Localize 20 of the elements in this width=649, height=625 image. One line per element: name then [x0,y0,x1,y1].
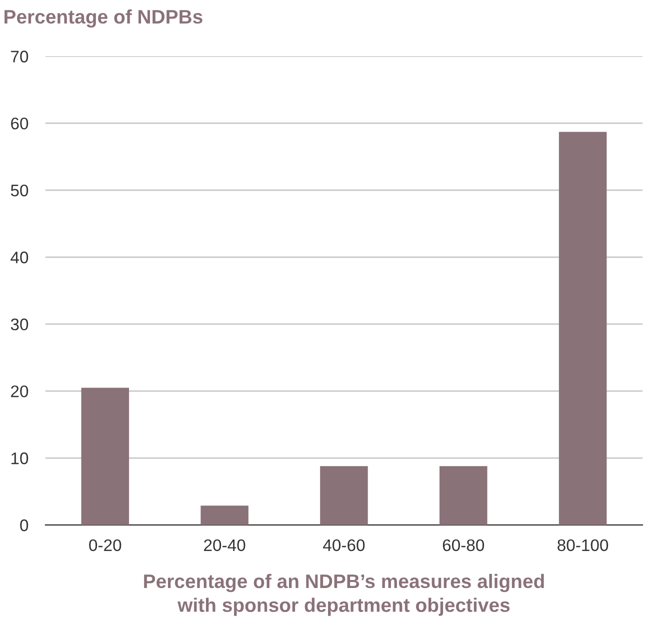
x-tick-label: 0-20 [89,539,122,552]
x-tick-label: 20-40 [204,539,246,552]
y-tick-label: 50 [10,184,28,196]
y-tick-label: 10 [12,452,28,464]
y-tick-label: 0 [20,519,28,532]
bar [320,466,368,525]
x-tick-label: 80-100 [558,539,608,552]
y-tick-label: 30 [10,318,28,330]
y-tick-label: 60 [11,118,28,130]
x-tick-label: 40-60 [323,539,365,552]
y-tick-label: 20 [11,385,28,398]
bar [81,388,130,525]
bar [200,506,248,525]
y-axis-title: Percentage of NDPBs [4,9,202,28]
bar [558,132,607,525]
x-tick-label: 60-80 [442,539,484,552]
x-axis-title: Percentage of an NDPB’s measures aligned with sponsor department objectives [144,574,544,616]
bar [440,466,488,525]
y-tick-label: 40 [10,252,28,264]
y-tick-label: 70 [11,50,28,62]
